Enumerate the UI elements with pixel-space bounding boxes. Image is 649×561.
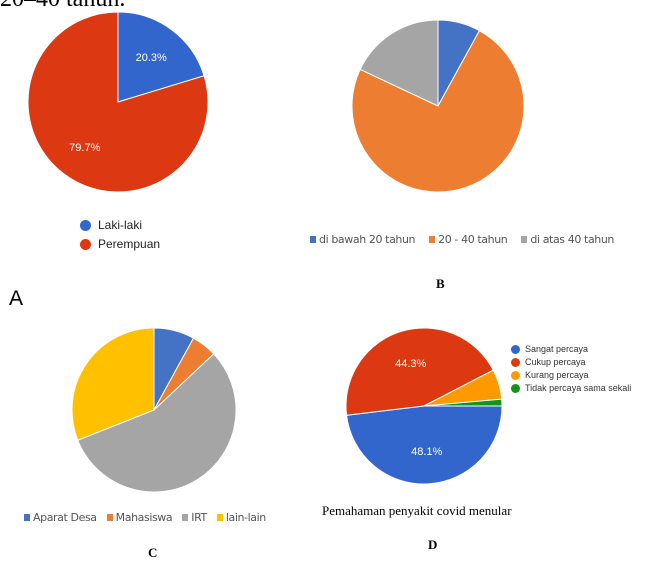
legend-item: di atas 40 tahun [521,233,614,246]
pie-slice [77,353,237,493]
pie-slice [345,405,503,485]
legend-label: Tidak percaya sama sekali [525,383,632,393]
legend-label: di bawah 20 tahun [319,233,416,246]
legend-item: Cukup percaya [511,357,631,367]
legend-label: Kurang percaya [525,370,589,380]
pie-slice [423,398,503,407]
legend-d: Sangat percaya Cukup percaya Kurang perc… [511,344,631,396]
legend-label: Laki-laki [98,218,143,232]
legend-item: Laki-laki [80,218,160,232]
legend-label: 20 - 40 tahun [438,233,508,246]
panel-label-d: D [428,537,438,552]
panel-label-c: C [148,545,158,560]
legend-item: lain-lain [216,511,266,524]
legend-swatch [429,236,436,243]
pie-slice [27,11,209,193]
pie-slice [345,327,494,416]
legend-label: Cukup percaya [525,357,586,367]
legend-swatch [511,383,520,393]
legend-item: Kurang percaya [511,370,631,380]
legend-swatch [310,236,316,243]
legend-item: Sangat percaya [511,344,631,354]
legend-item: Perempuan [80,237,160,251]
panel-label-b: B [436,276,445,291]
legend-label: Mahasiswa [115,511,173,524]
legend-label: lain-lain [225,511,266,524]
legend-item: Aparat Desa [24,511,97,524]
legend-b: di bawah 20 tahun 20 - 40 tahun di atas … [310,233,628,246]
legend-label: di atas 40 tahun [530,233,614,246]
legend-c: Aparat Desa Mahasiswa IRT lain-lain [24,511,280,524]
legend-item: Tidak percaya sama sekali [511,383,631,393]
legend-swatch [511,370,520,380]
chart-d-title: Pemahaman penyakit covid menular [322,503,512,518]
pie-slice [71,327,155,441]
legend-swatch [106,514,113,521]
legend-swatch [80,219,91,231]
pie-chart-c [71,327,237,493]
legend-item: di bawah 20 tahun [310,233,416,246]
legend-swatch [511,344,520,354]
data-label: 44.3% [395,358,426,370]
data-label: 48.1% [411,446,442,458]
legend-swatch [511,357,520,367]
legend-swatch [80,238,91,250]
panel-label-a: A [9,287,24,310]
legend-item: Mahasiswa [106,511,173,524]
legend-a: Laki-laki Perempuan [80,218,160,256]
legend-label: Perempuan [98,237,161,251]
pie-slice [351,29,525,193]
legend-swatch [521,236,528,243]
legend-item: IRT [182,511,207,524]
legend-swatch [24,514,30,521]
legend-label: Aparat Desa [33,511,97,524]
legend-label: IRT [191,511,207,524]
pie-slice [359,19,439,107]
data-label: 20.3% [136,52,167,64]
legend-item: 20 - 40 tahun [429,233,508,246]
pie-slice [117,11,205,103]
legend-label: Sangat percaya [525,344,589,354]
pie-chart-d: 48.1% 44.3% [345,327,503,485]
data-label: 79.7% [69,142,100,154]
legend-swatch [182,514,189,521]
top-paragraph-text: 20–40 tahun. [0,0,125,13]
pie-chart-b [351,19,525,193]
legend-swatch [216,514,223,521]
pie-chart-a: 20.3% 79.7% [27,11,209,193]
